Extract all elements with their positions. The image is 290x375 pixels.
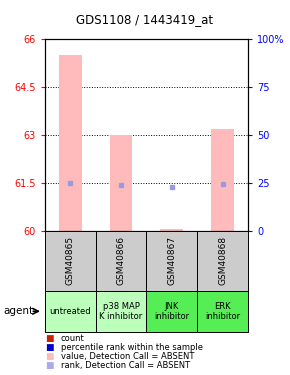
Bar — [160, 229, 183, 231]
Text: value, Detection Call = ABSENT: value, Detection Call = ABSENT — [61, 352, 194, 361]
Bar — [96, 291, 146, 332]
Bar — [45, 231, 96, 291]
Text: ■: ■ — [45, 334, 53, 343]
Text: count: count — [61, 334, 85, 343]
Text: ■: ■ — [45, 352, 53, 361]
Text: percentile rank within the sample: percentile rank within the sample — [61, 343, 203, 352]
Text: GSM40867: GSM40867 — [167, 236, 176, 285]
Text: agent: agent — [3, 306, 33, 316]
Text: JNK
inhibitor: JNK inhibitor — [154, 302, 189, 321]
Text: GSM40868: GSM40868 — [218, 236, 227, 285]
Bar — [45, 291, 96, 332]
Bar — [59, 56, 82, 231]
Bar — [96, 231, 146, 291]
Bar — [146, 231, 197, 291]
Text: GSM40866: GSM40866 — [117, 236, 126, 285]
Bar — [110, 135, 133, 231]
Text: ■: ■ — [45, 343, 53, 352]
Text: p38 MAP
K inhibitor: p38 MAP K inhibitor — [99, 302, 143, 321]
Bar — [197, 231, 248, 291]
Text: untreated: untreated — [50, 307, 91, 316]
Text: GSM40865: GSM40865 — [66, 236, 75, 285]
Text: GDS1108 / 1443419_at: GDS1108 / 1443419_at — [77, 13, 213, 26]
Text: rank, Detection Call = ABSENT: rank, Detection Call = ABSENT — [61, 361, 190, 370]
Bar — [211, 129, 234, 231]
Bar — [146, 291, 197, 332]
Text: ERK
inhibitor: ERK inhibitor — [205, 302, 240, 321]
Text: ■: ■ — [45, 361, 53, 370]
Bar — [197, 291, 248, 332]
